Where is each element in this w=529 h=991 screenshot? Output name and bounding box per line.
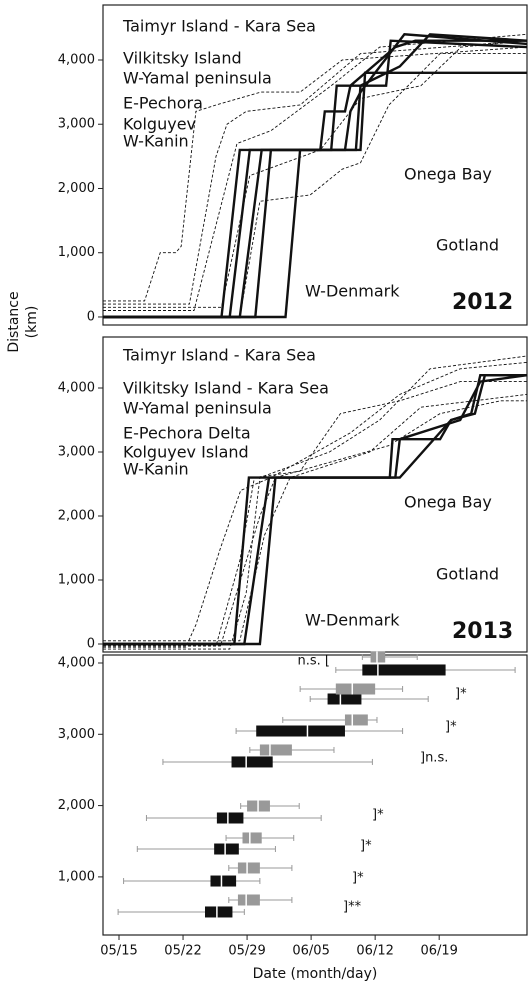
y-tick-label: 3,000: [58, 727, 95, 742]
x-tick-label: 06/19: [420, 944, 457, 959]
box: [259, 744, 292, 756]
box: [362, 664, 446, 676]
y-tick-label: 4,000: [58, 381, 95, 396]
track-line: [103, 374, 527, 646]
annotation: Taimyr Island - Kara Sea: [122, 346, 316, 365]
y-tick-label: 4,000: [58, 655, 95, 670]
x-tick-label: 05/29: [228, 944, 265, 959]
track-line: [103, 33, 528, 319]
y-tick-label: 2,000: [58, 509, 95, 524]
box: [204, 906, 233, 918]
box: [216, 812, 244, 824]
annotation: ]**: [343, 900, 362, 915]
annotation: Vilkitsky Island: [123, 49, 242, 68]
y-tick-label: 4,000: [58, 52, 95, 67]
box: [237, 862, 260, 874]
annotation: n.s. [: [298, 654, 330, 669]
box: [327, 693, 362, 705]
annotation: ]*: [445, 720, 457, 735]
track-line: [103, 53, 527, 318]
track-line: [103, 374, 527, 646]
track-line: [103, 33, 528, 319]
annotation: ]*: [360, 839, 372, 854]
annotation: Gotland: [436, 565, 499, 584]
x-tick-label: 06/05: [292, 944, 329, 959]
box: [237, 894, 260, 906]
y-tick-label: 2,000: [58, 798, 95, 813]
box: [256, 725, 345, 737]
annotation: W-Kanin: [123, 460, 189, 479]
y-tick-label: 0: [87, 637, 95, 652]
annotation: W-Denmark: [305, 282, 400, 301]
y-tick-label: 1,000: [58, 573, 95, 588]
panel-frame: [102, 654, 528, 936]
annotation: E-Pechora: [123, 94, 203, 113]
box: [214, 843, 239, 855]
y-axis-title: Distance: [6, 291, 22, 352]
annotation: E-Pechora Delta: [123, 424, 251, 443]
box: [210, 875, 237, 887]
track-line: [103, 40, 528, 308]
panel-frame: [102, 4, 528, 326]
box: [335, 683, 376, 695]
annotation: Kolguyev: [123, 115, 196, 134]
x-tick-label: 05/22: [164, 944, 201, 959]
box: [344, 714, 368, 726]
track-line: [103, 400, 527, 647]
annotation: ]*: [455, 687, 467, 702]
box: [370, 651, 386, 663]
annotation: W-Yamal peninsula: [123, 69, 272, 88]
panel-label: 2012: [452, 290, 513, 315]
annotation: Taimyr Island - Kara Sea: [122, 17, 316, 36]
track-line: [103, 39, 528, 319]
x-axis-title: Date (month/day): [253, 966, 378, 982]
track-line: [103, 46, 528, 302]
annotation: ]n.s.: [420, 751, 448, 766]
panel-frame: [102, 336, 528, 653]
annotation: Vilkitsky Island - Kara Sea: [123, 379, 329, 398]
track-line: [103, 355, 528, 650]
annotation: W-Yamal peninsula: [123, 399, 272, 418]
x-tick-label: 05/15: [100, 944, 137, 959]
x-tick-label: 06/12: [356, 944, 393, 959]
track-line: [103, 393, 528, 642]
annotation: W-Kanin: [123, 132, 189, 151]
y-tick-label: 3,000: [58, 117, 95, 132]
track-line: [103, 33, 528, 311]
y-tick-label: 3,000: [58, 445, 95, 460]
box: [231, 756, 273, 768]
y-axis-title: (km): [24, 306, 40, 339]
annotation: W-Denmark: [305, 611, 400, 630]
annotation: ]*: [352, 871, 364, 886]
y-tick-label: 0: [87, 309, 95, 324]
y-tick-label: 1,000: [58, 245, 95, 260]
track-line: [103, 40, 528, 305]
annotation: Onega Bay: [404, 165, 492, 184]
annotation: ]*: [372, 808, 384, 823]
annotation: Gotland: [436, 236, 499, 255]
y-tick-label: 2,000: [58, 181, 95, 196]
box: [242, 832, 262, 844]
track-line: [103, 361, 528, 648]
y-tick-label: 1,000: [58, 869, 95, 884]
panel-label: 2013: [452, 619, 513, 644]
annotation: Onega Bay: [404, 493, 492, 512]
track-line: [103, 71, 527, 319]
annotation: Kolguyev Island: [123, 443, 249, 462]
track-line: [103, 381, 527, 647]
